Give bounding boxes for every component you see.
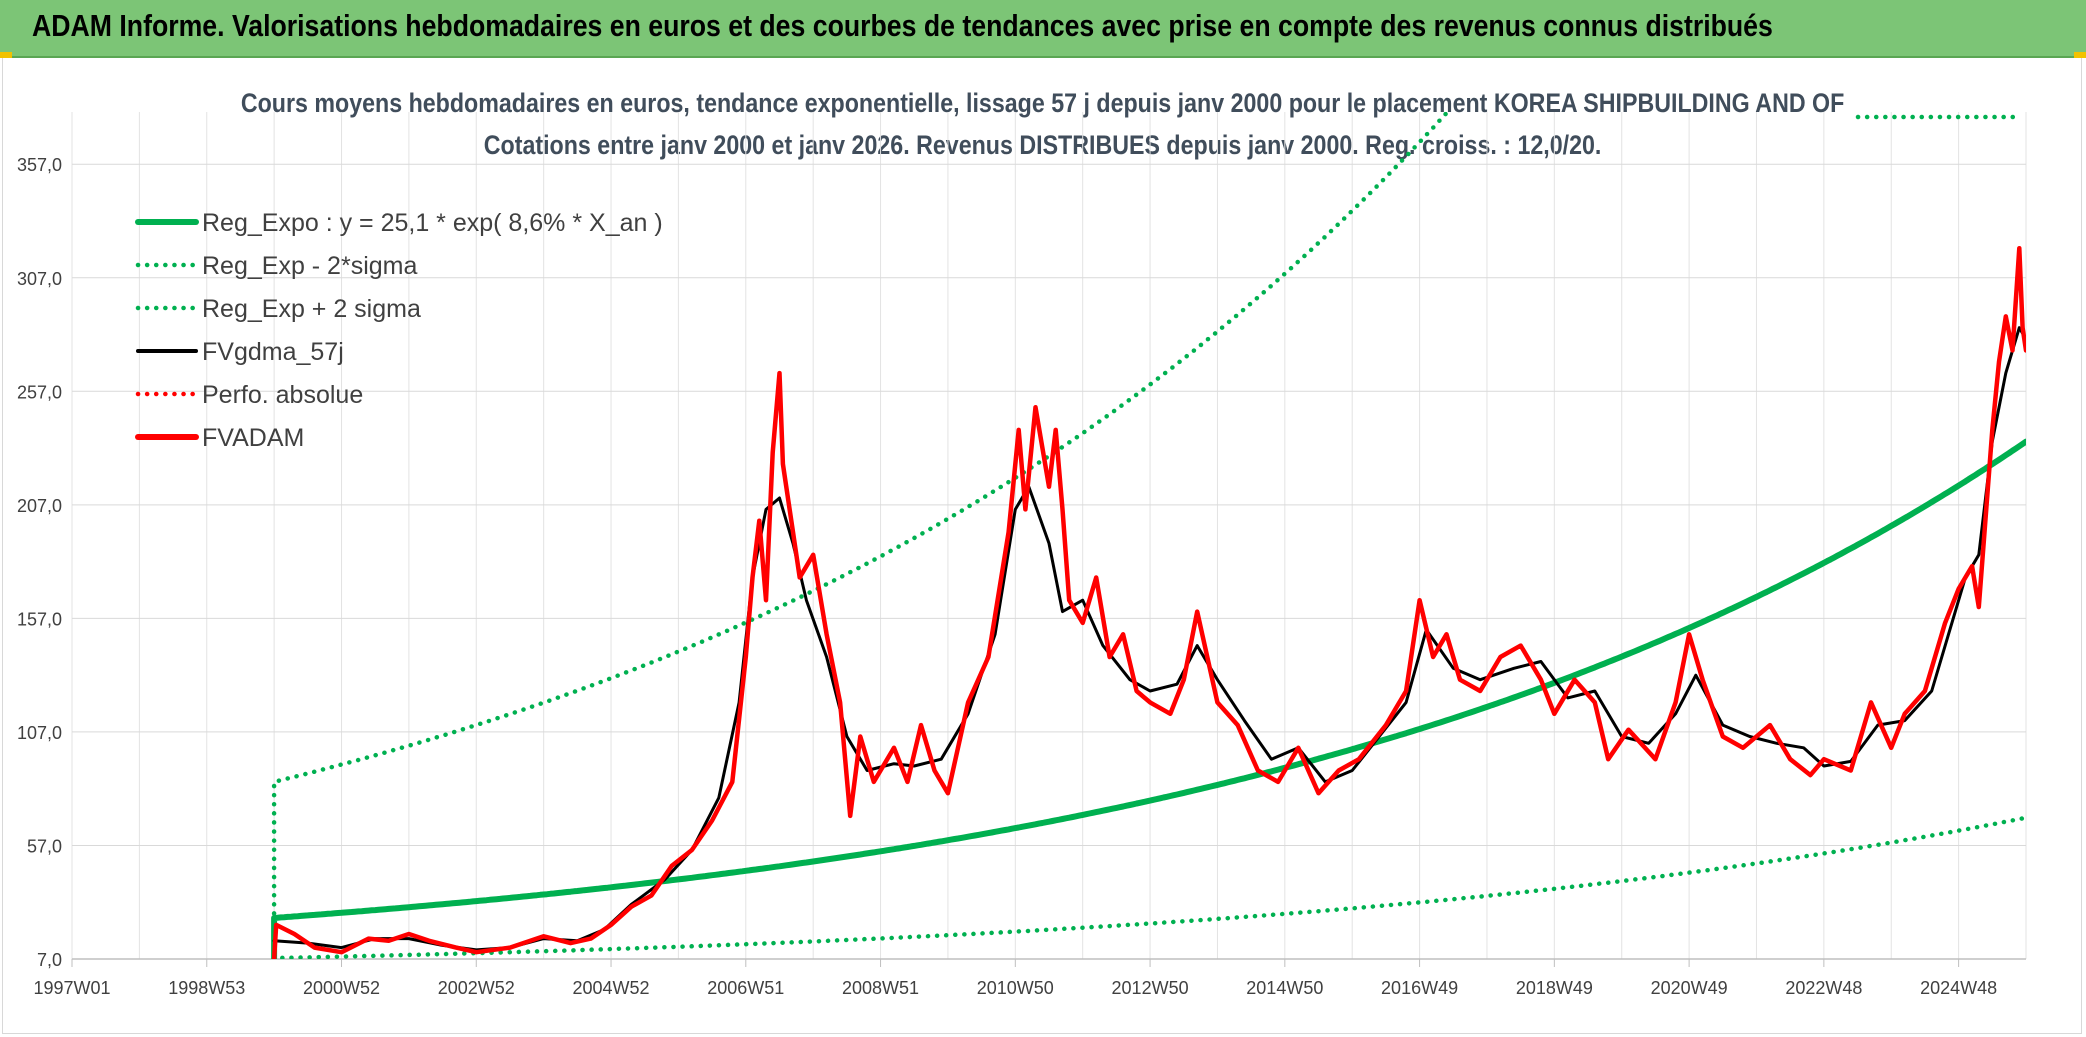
corner-marker-right <box>2074 52 2086 58</box>
x-tick-label: 2008W51 <box>842 978 919 998</box>
y-tick-label: 357,0 <box>17 155 62 175</box>
x-tick-label: 2006W51 <box>707 978 784 998</box>
corner-marker-left <box>0 52 12 58</box>
plot-area <box>271 112 2026 959</box>
y-tick-label: 157,0 <box>17 609 62 629</box>
x-tick-label: 2018W49 <box>1516 978 1593 998</box>
legend-label-reg-expo: Reg_Expo : y = 25,1 * exp( 8,6% * X_an ) <box>202 209 663 237</box>
y-tick-label: 107,0 <box>17 723 62 743</box>
series-line-fvgdma-57j <box>272 326 2026 952</box>
x-tick-label: 2000W52 <box>303 978 380 998</box>
report-title: ADAM Informe. Valorisations hebdomadaire… <box>32 8 1773 43</box>
y-tick-label: 57,0 <box>27 836 62 856</box>
x-tick-label: 2024W48 <box>1920 978 1997 998</box>
x-tick-label: 1997W01 <box>33 978 110 998</box>
series-line-reg-exp-minus-2sigma <box>271 815 2026 959</box>
chart-title: Cours moyens hebdomadaires en euros, ten… <box>240 88 1845 118</box>
x-tick-label: 2012W50 <box>1112 978 1189 998</box>
y-tick-label: 7,0 <box>37 950 62 970</box>
series-line-reg-expo <box>271 438 2026 959</box>
legend-label-fvadam: FVADAM <box>202 424 304 452</box>
legend-label-perfo-absolue: Perfo. absolue <box>202 381 363 409</box>
y-tick-label: 257,0 <box>17 382 62 402</box>
chart-subtitle: Cotations entre janv 2000 et janv 2026. … <box>483 130 1602 160</box>
x-tick-label: 2022W48 <box>1785 978 1862 998</box>
x-tick-label: 2002W52 <box>438 978 515 998</box>
legend-label-reg-exp-plus-2sigma: Reg_Exp + 2 sigma <box>202 295 421 323</box>
legend-label-fvgdma-57j: FVgdma_57j <box>202 338 344 366</box>
report-banner: ADAM Informe. Valorisations hebdomadaire… <box>0 0 2086 58</box>
legend-label-reg-exp-minus-2sigma: Reg_Exp - 2*sigma <box>202 252 417 280</box>
x-tick-label: 2004W52 <box>573 978 650 998</box>
x-tick-label: 2016W49 <box>1381 978 1458 998</box>
y-tick-label: 307,0 <box>17 269 62 289</box>
x-tick-label: 2014W50 <box>1246 978 1323 998</box>
x-tick-label: 2010W50 <box>977 978 1054 998</box>
y-tick-label: 207,0 <box>17 496 62 516</box>
x-tick-label: 1998W53 <box>168 978 245 998</box>
series-line-fvadam <box>271 245 2026 959</box>
x-tick-label: 2020W49 <box>1651 978 1728 998</box>
chart-frame <box>2 58 2082 1034</box>
